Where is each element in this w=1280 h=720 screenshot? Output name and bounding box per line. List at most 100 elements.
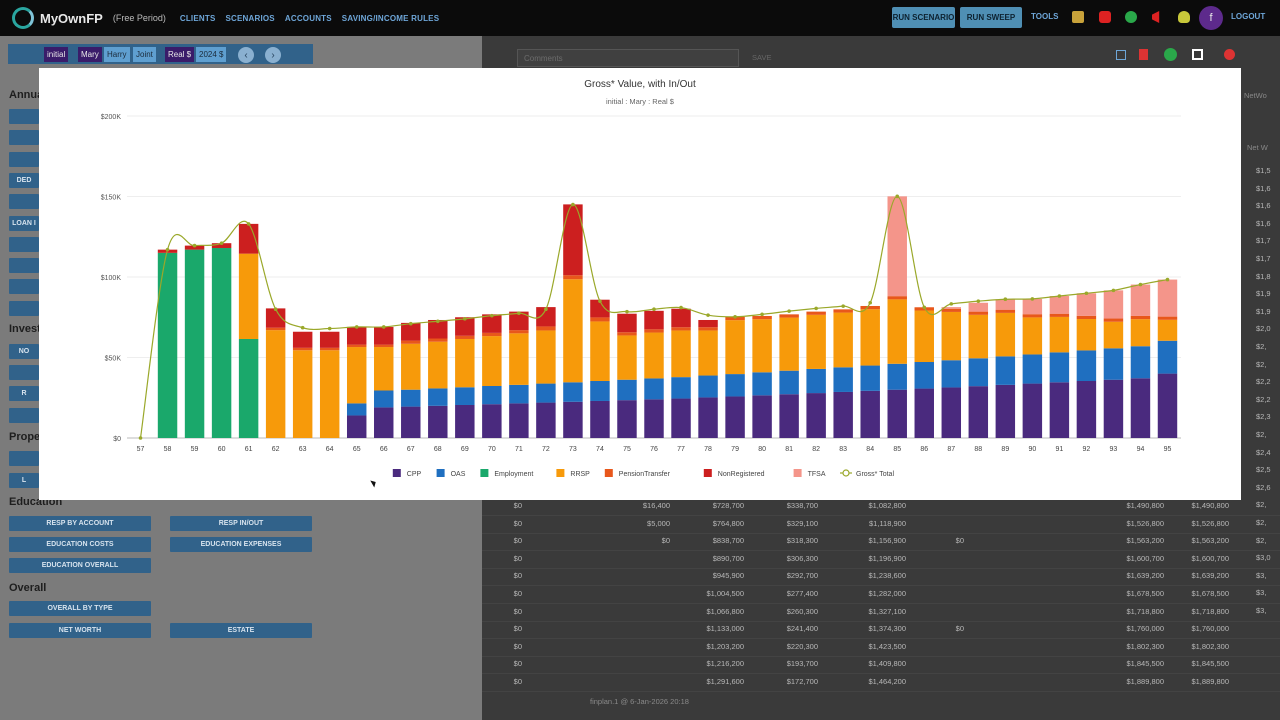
property-button-1[interactable] — [9, 451, 39, 466]
bar-segment-pensiontransfer — [671, 327, 691, 331]
annual-button-1[interactable] — [9, 109, 39, 124]
next-arrow-icon[interactable]: › — [265, 47, 281, 63]
tools-menu[interactable]: TOOLS — [1031, 12, 1059, 21]
annual-button-2[interactable] — [9, 130, 39, 145]
pdf-export-icon[interactable] — [1139, 49, 1148, 60]
megaphone-icon[interactable] — [1152, 11, 1160, 23]
real-dollars-toggle[interactable]: Real $ — [165, 47, 195, 62]
invest-button-3[interactable]: R — [9, 386, 39, 401]
bar-segment-nonregistered — [292, 331, 313, 348]
gross-total-point — [273, 307, 278, 311]
run-scenario-button[interactable]: RUN SCENARIO — [892, 7, 955, 28]
x-tick-label: 94 — [1137, 446, 1145, 453]
fullscreen-icon[interactable] — [1192, 49, 1203, 60]
app-logo[interactable]: MyOwnFP — [12, 7, 103, 29]
annual-button-ded[interactable]: DED — [9, 173, 39, 188]
person-tab-mary[interactable]: Mary — [78, 47, 102, 62]
property-button-2[interactable]: L — [9, 473, 39, 488]
table-cell-edge: $2,5 — [1256, 465, 1271, 475]
nav-scenarios[interactable]: SCENARIOS — [225, 13, 275, 23]
bar-segment-pensiontransfer — [833, 309, 853, 313]
bar-segment-rrsp — [752, 319, 772, 373]
table-cell-edge: $2, — [1256, 500, 1267, 510]
logout-link[interactable]: LOGOUT — [1231, 12, 1266, 21]
bar-segment-cpp — [968, 386, 989, 438]
net-worth-button[interactable]: NET WORTH — [9, 623, 151, 638]
bar-segment-nonregistered — [238, 223, 259, 254]
estate-button[interactable]: ESTATE — [170, 623, 312, 638]
annual-button-10[interactable] — [9, 301, 39, 316]
person-tab-harry[interactable]: Harry — [104, 47, 130, 62]
bar-segment-nonregistered — [563, 204, 583, 276]
version-footnote: finplan.1 @ 6-Jan-2026 20:18 — [590, 697, 689, 706]
run-sweep-button[interactable]: RUN SWEEP — [960, 7, 1022, 28]
bar-segment-oas — [725, 374, 745, 397]
person-tab-joint[interactable]: Joint — [133, 47, 156, 62]
prev-arrow-icon[interactable]: ‹ — [238, 47, 254, 63]
y-tick-label: $0 — [113, 436, 121, 443]
top-navbar: MyOwnFP (Free Period) CLIENTS SCENARIOS … — [0, 0, 1280, 36]
bar-segment-pensiontransfer — [536, 326, 556, 331]
table-cell: $1,374,300 — [868, 624, 906, 634]
nav-accounts[interactable]: ACCOUNTS — [284, 13, 332, 23]
annual-button-loan[interactable]: LOAN I — [9, 216, 39, 231]
bar-segment-tfsa — [887, 196, 907, 297]
bar-segment-nonregistered — [482, 314, 502, 333]
invest-button-2[interactable] — [9, 365, 39, 380]
education-costs-button[interactable]: EDUCATION COSTS — [9, 537, 151, 552]
gross-total-point — [1138, 282, 1143, 287]
table-cell: $1,238,600 — [868, 571, 906, 581]
table-cell: $1,600,700 — [1126, 553, 1164, 563]
education-overall-button[interactable]: EDUCATION OVERALL — [9, 558, 151, 573]
bar-segment-cpp — [914, 388, 934, 438]
table-cell-edge: $3,0 — [1256, 553, 1271, 563]
annual-button-8[interactable] — [9, 258, 39, 273]
section-annual: Annual — [9, 89, 47, 101]
scenario-selector[interactable]: initial — [44, 47, 69, 62]
table-cell: $1,563,200 — [1191, 536, 1229, 546]
nav-saving-income-rules[interactable]: SAVING/INCOME RULES — [341, 13, 440, 23]
x-tick-label: 57 — [137, 446, 145, 453]
annual-button-3[interactable] — [9, 152, 39, 167]
resp-by-account-button[interactable]: RESP BY ACCOUNT — [9, 516, 151, 531]
table-cell-edge: $2,4 — [1256, 447, 1271, 457]
comments-input[interactable]: Comments — [517, 49, 739, 67]
help-icon[interactable] — [1125, 11, 1137, 23]
x-tick-label: 92 — [1083, 446, 1091, 453]
legend-label-nonregistered: NonRegistered — [718, 471, 765, 478]
lightbulb-icon[interactable] — [1178, 11, 1190, 23]
bar-segment-rrsp — [590, 321, 610, 382]
annual-button-7[interactable] — [9, 237, 39, 252]
x-tick-label: 59 — [191, 446, 199, 453]
save-comments-button[interactable]: SAVE — [752, 53, 772, 62]
bar-segment-oas — [401, 389, 421, 407]
year-dollars-selector[interactable]: 2024 $ — [196, 47, 227, 62]
invest-button-1[interactable]: NO — [9, 344, 39, 359]
gross-total-point — [138, 436, 143, 440]
nav-clients[interactable]: CLIENTS — [179, 13, 216, 23]
avatar[interactable]: f — [1199, 6, 1223, 30]
annual-button-5[interactable] — [9, 194, 39, 209]
section-property: Prope — [9, 431, 41, 443]
table-view-icon[interactable] — [1116, 50, 1126, 60]
bar-segment-oas — [995, 356, 1016, 385]
bar-segment-cpp — [644, 399, 664, 438]
table-cell: $318,300 — [786, 536, 818, 546]
bar-segment-cpp — [860, 390, 880, 438]
book-icon[interactable] — [1072, 11, 1084, 23]
bar-segment-rrsp — [941, 311, 962, 361]
add-icon[interactable] — [1164, 48, 1177, 61]
table-cell-edge: $2, — [1256, 535, 1267, 545]
overall-by-type-button[interactable]: OVERALL BY TYPE — [9, 601, 151, 616]
invest-button-4[interactable] — [9, 408, 39, 423]
table-cell-edge: $1,6 — [1256, 218, 1271, 228]
x-tick-label: 80 — [758, 446, 766, 453]
close-icon[interactable] — [1224, 49, 1235, 60]
youtube-icon[interactable] — [1099, 11, 1111, 23]
x-tick-label: 63 — [299, 446, 307, 453]
resp-in-out-button[interactable]: RESP IN/OUT — [170, 516, 312, 531]
education-expenses-button[interactable]: EDUCATION EXPENSES — [170, 537, 312, 552]
annual-button-9[interactable] — [9, 279, 39, 294]
bar-segment-rrsp — [428, 341, 448, 389]
x-tick-label: 81 — [785, 446, 793, 453]
